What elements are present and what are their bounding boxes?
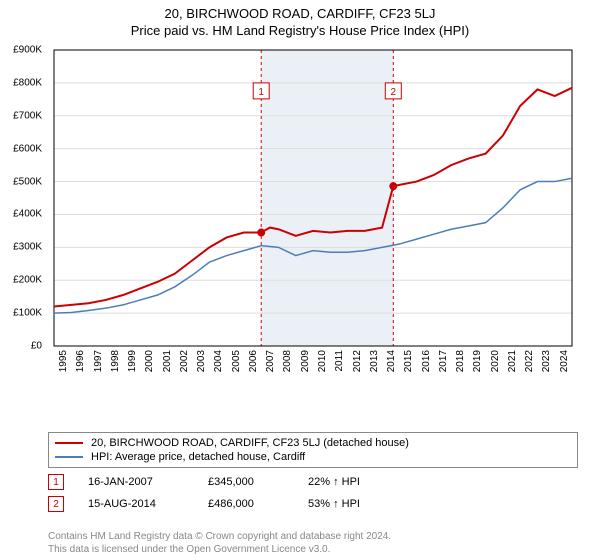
x-tick-label: 2023 — [541, 350, 552, 372]
svg-text:2: 2 — [391, 87, 397, 98]
x-tick-label: 2012 — [352, 350, 363, 372]
x-tick-label: 2015 — [403, 350, 414, 372]
x-axis-labels: 1995 1996 1997 1998 1999 2000 2001 2002 2003 2004… — [48, 350, 578, 390]
x-tick-label: 2011 — [334, 350, 345, 372]
y-tick-label: £200K — [13, 275, 42, 286]
attribution-line2: This data is licensed under the Open Gov… — [48, 543, 578, 556]
x-tick-label: 1996 — [75, 350, 86, 372]
x-tick-label: 2016 — [421, 350, 432, 372]
chart-title-subtitle: Price paid vs. HM Land Registry's House … — [0, 21, 600, 38]
x-tick-label: 2008 — [282, 350, 293, 372]
price-chart: 12 — [48, 46, 578, 386]
sale-marker-2: 2 — [48, 496, 64, 512]
x-tick-label: 2009 — [300, 350, 311, 372]
sale-row-2: 2 15-AUG-2014 £486,000 53% ↑ HPI — [48, 496, 578, 512]
y-tick-label: £300K — [13, 242, 42, 253]
x-tick-label: 2017 — [438, 350, 449, 372]
y-tick-label: £800K — [13, 77, 42, 88]
sale-row-1: 1 16-JAN-2007 £345,000 22% ↑ HPI — [48, 474, 578, 490]
legend-swatch-hpi — [55, 456, 83, 458]
x-tick-label: 1997 — [93, 350, 104, 372]
legend-row-property: 20, BIRCHWOOD ROAD, CARDIFF, CF23 5LJ (d… — [55, 436, 571, 450]
x-tick-label: 1995 — [58, 350, 69, 372]
x-tick-label: 2024 — [559, 350, 570, 372]
y-tick-label: £700K — [13, 110, 42, 121]
attribution: Contains HM Land Registry data © Crown c… — [48, 530, 578, 556]
sale-date-1: 16-JAN-2007 — [88, 476, 208, 488]
attribution-line1: Contains HM Land Registry data © Crown c… — [48, 530, 578, 543]
x-tick-label: 2014 — [386, 350, 397, 372]
x-tick-label: 2004 — [213, 350, 224, 372]
legend: 20, BIRCHWOOD ROAD, CARDIFF, CF23 5LJ (d… — [48, 432, 578, 468]
y-tick-label: £400K — [13, 209, 42, 220]
sale-diff-2: 53% ↑ HPI — [308, 498, 408, 510]
sale-diff-1: 22% ↑ HPI — [308, 476, 408, 488]
legend-label-hpi: HPI: Average price, detached house, Card… — [91, 451, 305, 463]
y-axis-labels: £0 £100K £200K £300K £400K £500K £600K £700K £80… — [0, 46, 46, 386]
x-tick-label: 2019 — [472, 350, 483, 372]
x-tick-label: 2010 — [317, 350, 328, 372]
chart-container: 20, BIRCHWOOD ROAD, CARDIFF, CF23 5LJ Pr… — [0, 0, 600, 560]
legend-row-hpi: HPI: Average price, detached house, Card… — [55, 450, 571, 464]
x-tick-label: 2002 — [179, 350, 190, 372]
x-tick-label: 2005 — [231, 350, 242, 372]
sale-price-2: £486,000 — [208, 498, 308, 510]
x-tick-label: 2007 — [265, 350, 276, 372]
x-tick-label: 2003 — [196, 350, 207, 372]
x-tick-label: 2001 — [162, 350, 173, 372]
svg-text:1: 1 — [258, 87, 264, 98]
x-tick-label: 1998 — [110, 350, 121, 372]
y-tick-label: £900K — [13, 45, 42, 56]
y-tick-label: £100K — [13, 308, 42, 319]
x-tick-label: 2020 — [490, 350, 501, 372]
y-tick-label: £600K — [13, 143, 42, 154]
x-tick-label: 2022 — [524, 350, 535, 372]
x-tick-label: 2006 — [248, 350, 259, 372]
y-tick-label: £500K — [13, 176, 42, 187]
sale-marker-1: 1 — [48, 474, 64, 490]
x-tick-label: 1999 — [127, 350, 138, 372]
sale-date-2: 15-AUG-2014 — [88, 498, 208, 510]
x-tick-label: 2021 — [507, 350, 518, 372]
x-tick-label: 2013 — [369, 350, 380, 372]
legend-swatch-property — [55, 442, 83, 444]
x-tick-label: 2000 — [144, 350, 155, 372]
chart-title-address: 20, BIRCHWOOD ROAD, CARDIFF, CF23 5LJ — [0, 0, 600, 21]
legend-label-property: 20, BIRCHWOOD ROAD, CARDIFF, CF23 5LJ (d… — [91, 437, 409, 449]
sale-price-1: £345,000 — [208, 476, 308, 488]
y-tick-label: £0 — [31, 341, 42, 352]
x-tick-label: 2018 — [455, 350, 466, 372]
